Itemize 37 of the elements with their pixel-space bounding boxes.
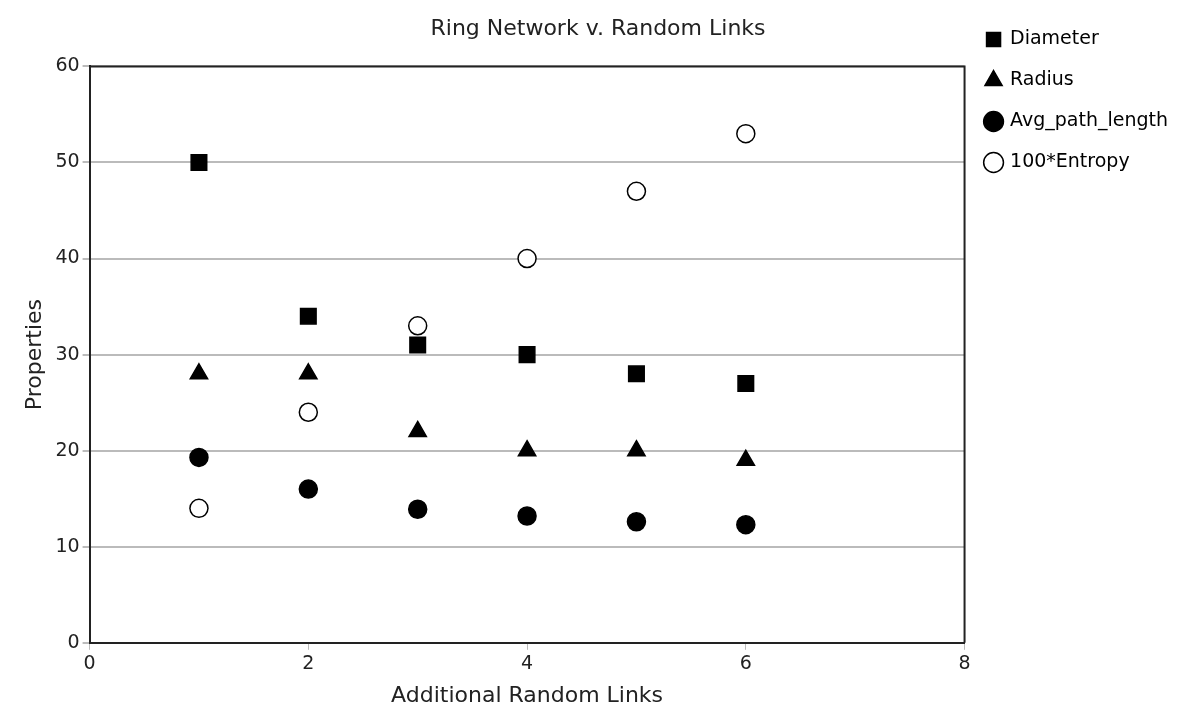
x-tick-label: 6 bbox=[739, 651, 752, 674]
point bbox=[737, 374, 755, 392]
y-axis-title: Properties bbox=[20, 299, 46, 411]
point bbox=[190, 153, 208, 171]
y-tick-label: 30 bbox=[55, 341, 80, 364]
point bbox=[298, 402, 319, 422]
x-tick-label: 8 bbox=[958, 651, 971, 674]
point bbox=[299, 307, 317, 325]
y-tick-label: 50 bbox=[55, 149, 80, 172]
point bbox=[626, 512, 647, 532]
x-tick-label: 4 bbox=[521, 651, 534, 674]
point bbox=[517, 248, 537, 269]
legend-label: Radius bbox=[1010, 67, 1074, 90]
point bbox=[407, 499, 428, 520]
y-tick-label: 40 bbox=[55, 245, 80, 268]
point bbox=[627, 365, 645, 383]
y-tick-label: 60 bbox=[55, 53, 80, 76]
point bbox=[189, 447, 209, 468]
legend-label: 100*Entropy bbox=[1010, 149, 1130, 172]
point bbox=[736, 123, 756, 144]
point bbox=[298, 479, 319, 499]
point bbox=[518, 346, 536, 364]
legend-label: Diameter bbox=[1010, 26, 1099, 49]
x-tick-label: 0 bbox=[83, 651, 96, 674]
y-tick-label: 20 bbox=[55, 437, 80, 460]
point bbox=[409, 336, 427, 354]
point bbox=[626, 181, 647, 202]
point bbox=[517, 506, 537, 526]
point bbox=[736, 514, 756, 535]
x-axis-title: Additional Random Links bbox=[391, 681, 664, 707]
legend-label: Avg_path_length bbox=[1010, 108, 1169, 132]
point bbox=[189, 498, 209, 519]
y-tick-label: 10 bbox=[55, 533, 80, 556]
y-tick-label: 0 bbox=[67, 629, 80, 652]
point bbox=[407, 316, 428, 336]
x-tick-label: 2 bbox=[302, 651, 315, 674]
chart-title: Ring Network v. Random Links bbox=[430, 14, 766, 40]
